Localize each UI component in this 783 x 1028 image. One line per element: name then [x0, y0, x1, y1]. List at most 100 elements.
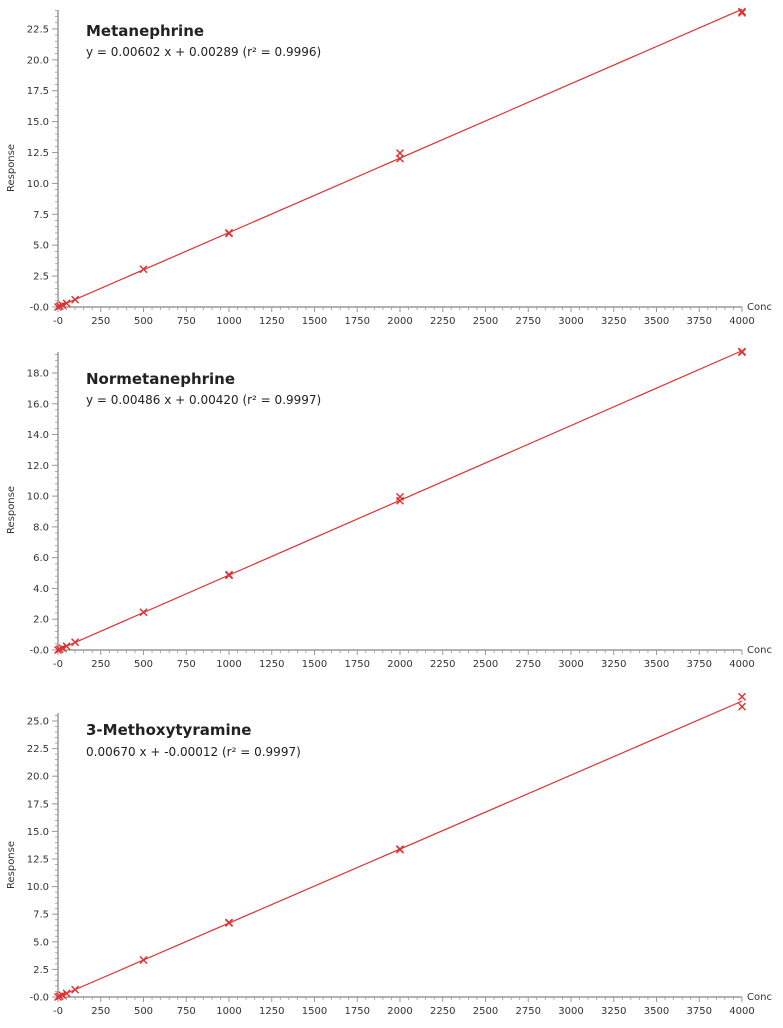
- x-tick-label: 2750: [516, 659, 541, 670]
- x-tick-label: 750: [177, 316, 196, 327]
- x-tick-label: 3500: [644, 659, 669, 670]
- marker-stroke: [55, 645, 64, 654]
- marker-stroke: [71, 295, 80, 304]
- x-tick-label: 1000: [216, 659, 241, 670]
- y-tick-label: 2.5: [33, 272, 49, 283]
- x-axis-title: Conc: [747, 302, 772, 313]
- x-tick-label: 1250: [259, 316, 284, 327]
- x-tick-label: 3500: [644, 1006, 669, 1017]
- x-tick-label: 3250: [601, 316, 626, 327]
- x-tick-label: 2750: [516, 316, 541, 327]
- y-tick-label: 7.5: [33, 910, 49, 921]
- data-point-x-marker: [225, 228, 233, 237]
- marker-stroke: [738, 7, 746, 16]
- marker-stroke: [71, 985, 80, 994]
- marker-stroke: [139, 265, 148, 274]
- regression-equation: y = 0.00486 x + 0.00420 (r² = 0.9997): [86, 393, 321, 407]
- x-tick-label: 3750: [687, 316, 712, 327]
- x-tick-label: -0: [53, 1006, 63, 1017]
- y-tick-label: 7.5: [33, 210, 49, 221]
- marker-stroke: [738, 348, 746, 357]
- y-tick-label: -0.0: [29, 646, 49, 657]
- x-tick-label: 3000: [558, 659, 583, 670]
- y-tick-label: 5.0: [33, 241, 49, 252]
- chart-plot-area: -0.0 2.0 4.0 6.0 8.0 10.0 12.0 14.0 16.0 18.0 Resp…: [6, 347, 772, 670]
- x-axis-title: Conc: [747, 992, 772, 1003]
- chart-normetanephrine: -0.0 2.0 4.0 6.0 8.0 10.0 12.0 14.0 16.0 18.0 Resp…: [0, 330, 783, 675]
- data-point-x-marker: [738, 7, 746, 16]
- x-tick-label: 3000: [558, 316, 583, 327]
- chart-title: 3-Methoxytyramine: [86, 721, 251, 739]
- y-axis-title: Response: [6, 486, 17, 534]
- marker-stroke: [396, 149, 404, 158]
- y-tick-label: 12.0: [27, 461, 49, 472]
- x-tick-label: -0: [53, 659, 63, 670]
- x-tick-label: 1000: [216, 316, 241, 327]
- x-tick-label: 250: [91, 316, 110, 327]
- y-tick-label: 17.5: [27, 86, 49, 97]
- y-tick-label: 15.0: [27, 827, 49, 838]
- x-tick-label: 1500: [302, 316, 327, 327]
- x-tick-label: 3750: [687, 1006, 712, 1017]
- y-tick-label: 12.5: [27, 148, 49, 159]
- data-point-x-marker: [396, 492, 404, 501]
- x-tick-label: 750: [177, 1006, 196, 1017]
- data-point-x-marker: [58, 301, 67, 310]
- x-tick-label: 1750: [345, 659, 370, 670]
- y-tick-label: -0.0: [29, 993, 49, 1004]
- y-tick-label: 20.0: [27, 772, 49, 783]
- y-tick-label: 25.0: [27, 717, 49, 728]
- x-tick-label: 4000: [729, 316, 754, 327]
- x-tick-label: 1750: [345, 1006, 370, 1017]
- y-tick-label: 10.0: [27, 882, 49, 893]
- data-point-x-marker: [139, 608, 148, 617]
- y-tick-label: 20.0: [27, 55, 49, 66]
- x-tick-label: -0: [53, 316, 63, 327]
- data-point-x-marker: [58, 991, 67, 1000]
- data-point-x-marker: [738, 348, 746, 357]
- data-point-x-marker: [139, 956, 148, 965]
- marker-stroke: [62, 299, 71, 308]
- data-point-x-marker: [139, 265, 148, 274]
- data-point-x-marker: [62, 989, 71, 998]
- marker-stroke: [396, 492, 404, 501]
- x-tick-label: 3750: [687, 659, 712, 670]
- y-tick-label: 12.5: [27, 855, 49, 866]
- marker-stroke: [738, 702, 746, 711]
- x-tick-label: 2000: [387, 316, 412, 327]
- x-tick-label: 500: [134, 316, 153, 327]
- data-point-x-marker: [738, 702, 746, 711]
- data-point-x-marker: [396, 845, 404, 854]
- marker-stroke: [58, 644, 67, 653]
- x-tick-label: 1500: [302, 1006, 327, 1017]
- y-tick-label: 2.0: [33, 615, 49, 626]
- y-tick-label: 18.0: [27, 368, 49, 379]
- chart-metanephrine: -0.0 2.5 5.0 7.5 10.0 12.5 15.0 17.5 20.0 22.5 Res…: [0, 0, 783, 330]
- data-point-x-marker: [62, 642, 71, 651]
- x-tick-label: 2000: [387, 659, 412, 670]
- regression-equation: y = 0.00602 x + 0.00289 (r² = 0.9996): [86, 45, 321, 59]
- x-tick-label: 250: [91, 1006, 110, 1017]
- x-tick-label: 2250: [430, 659, 455, 670]
- x-tick-label: 2000: [387, 1006, 412, 1017]
- x-tick-label: 3000: [558, 1006, 583, 1017]
- y-tick-label: 15.0: [27, 117, 49, 128]
- y-tick-label: 10.0: [27, 179, 49, 190]
- chart-title: Metanephrine: [86, 22, 204, 40]
- marker-stroke: [396, 845, 404, 854]
- data-point-x-marker: [396, 149, 404, 158]
- x-tick-label: 3250: [601, 1006, 626, 1017]
- y-tick-label: 16.0: [27, 399, 49, 410]
- data-point-x-marker: [225, 918, 233, 927]
- chart-3-methoxytyramine: -0.0 2.5 5.0 7.5 10.0 12.5 15.0 17.5 20.0 22.5 25.…: [0, 675, 783, 1024]
- x-tick-label: 500: [134, 1006, 153, 1017]
- marker-stroke: [58, 991, 67, 1000]
- x-tick-label: 2500: [473, 659, 498, 670]
- data-point-x-marker: [396, 496, 404, 505]
- data-point-x-marker: [738, 692, 746, 701]
- data-point-x-marker: [62, 299, 71, 308]
- y-tick-label: 10.0: [27, 492, 49, 503]
- chart-plot-area: -0.0 2.5 5.0 7.5 10.0 12.5 15.0 17.5 20.0 22.5 Res…: [6, 7, 772, 327]
- y-tick-label: 8.0: [33, 522, 49, 533]
- marker-stroke: [225, 918, 233, 927]
